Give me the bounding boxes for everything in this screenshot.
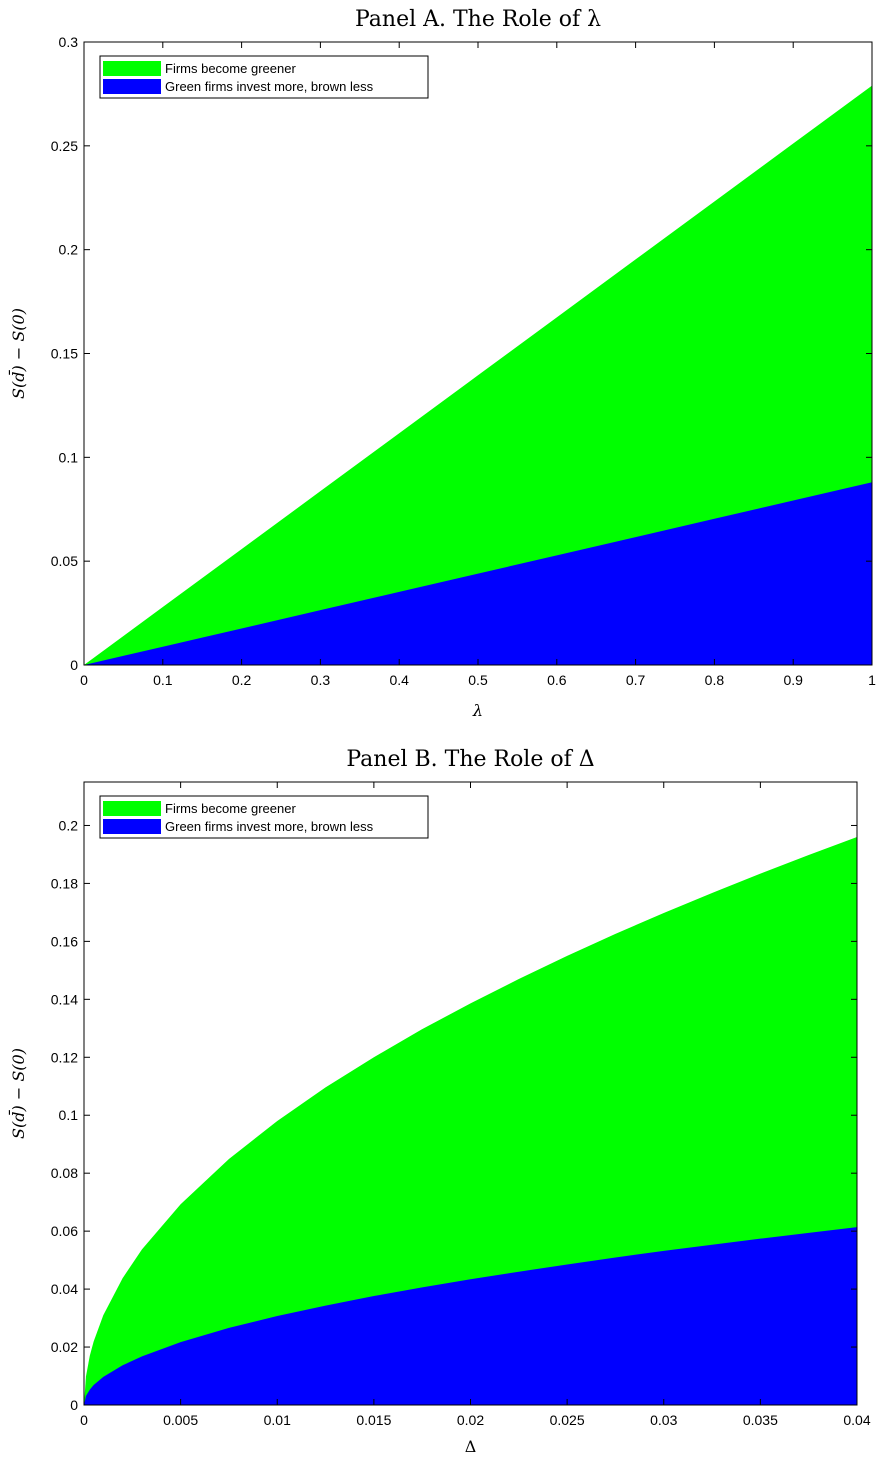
y-tick-label: 0.02 <box>51 1339 78 1355</box>
x-tick-label: 1 <box>868 672 876 688</box>
legend-label-invest: Green firms invest more, brown less <box>165 819 374 834</box>
area-series-invest <box>84 482 872 665</box>
legend: Firms become greener Green firms invest m… <box>99 55 429 99</box>
x-tick-label: 0.025 <box>550 1412 585 1428</box>
chart-title: Panel B. The Role of Δ <box>346 747 594 772</box>
legend-swatch-greener <box>103 801 161 816</box>
y-axis-label: S(d̄) − S(0) <box>7 1048 28 1139</box>
y-tick-label: 0.14 <box>51 991 78 1007</box>
legend: Firms become greener Green firms invest m… <box>99 795 429 839</box>
x-tick-label: 0.03 <box>650 1412 677 1428</box>
legend-label-greener: Firms become greener <box>165 61 296 76</box>
x-tick-label: 0 <box>80 672 88 688</box>
y-tick-label: 0.1 <box>59 449 79 465</box>
area-series-invest <box>84 1227 857 1405</box>
x-tick-label: 0.8 <box>705 672 725 688</box>
y-tick-label: 0.1 <box>59 1107 79 1123</box>
x-tick-label: 0.02 <box>457 1412 484 1428</box>
legend-swatch-greener <box>103 61 161 76</box>
x-tick-label: 0.5 <box>468 672 488 688</box>
y-tick-label: 0.2 <box>59 242 79 258</box>
y-axis-label: S(d̄) − S(0) <box>7 308 28 399</box>
x-tick-label: 0.1 <box>153 672 173 688</box>
x-tick-label: 0.01 <box>264 1412 291 1428</box>
area-series-greener <box>84 85 872 665</box>
y-tick-label: 0.06 <box>51 1223 78 1239</box>
y-tick-label: 0.04 <box>51 1281 78 1297</box>
x-tick-label: 0.035 <box>743 1412 778 1428</box>
x-tick-label: 0.005 <box>163 1412 198 1428</box>
x-axis-label: λ <box>472 701 483 720</box>
y-tick-label: 0.3 <box>59 34 79 50</box>
legend-label-invest: Green firms invest more, brown less <box>165 79 374 94</box>
x-tick-label: 0.3 <box>311 672 331 688</box>
y-tick-label: 0.25 <box>51 138 78 154</box>
x-tick-label: 0.015 <box>356 1412 391 1428</box>
legend-label-greener: Firms become greener <box>165 801 296 816</box>
y-tick-label: 0.16 <box>51 933 78 949</box>
chart-panel-b: Panel B. The Role of Δ 0 0.005 0.01 0.015 0.0… <box>7 747 871 1456</box>
x-tick-label: 0.9 <box>783 672 803 688</box>
x-tick-label: 0.2 <box>232 672 252 688</box>
chart-title: Panel A. The Role of λ <box>355 7 601 32</box>
x-tick-label: 0.04 <box>843 1412 870 1428</box>
x-tick-label: 0.4 <box>389 672 409 688</box>
x-axis-label: Δ <box>465 1437 477 1456</box>
x-tick-label: 0 <box>80 1412 88 1428</box>
legend-swatch-invest <box>103 819 161 834</box>
y-tick-label: 0 <box>70 657 78 673</box>
y-tick-label: 0 <box>70 1397 78 1413</box>
y-tick-label: 0.2 <box>59 817 79 833</box>
x-tick-label: 0.7 <box>626 672 646 688</box>
chart-panel-a: Panel A. The Role of λ 0 0.1 0.2 0.3 0.4 0.5 0.… <box>7 7 876 720</box>
y-tick-label: 0.18 <box>51 875 78 891</box>
y-tick-label: 0.12 <box>51 1049 78 1065</box>
y-tick-label: 0.08 <box>51 1165 78 1181</box>
y-tick-label: 0.05 <box>51 553 78 569</box>
legend-swatch-invest <box>103 79 161 94</box>
x-tick-label: 0.6 <box>547 672 567 688</box>
y-tick-label: 0.15 <box>51 346 78 362</box>
